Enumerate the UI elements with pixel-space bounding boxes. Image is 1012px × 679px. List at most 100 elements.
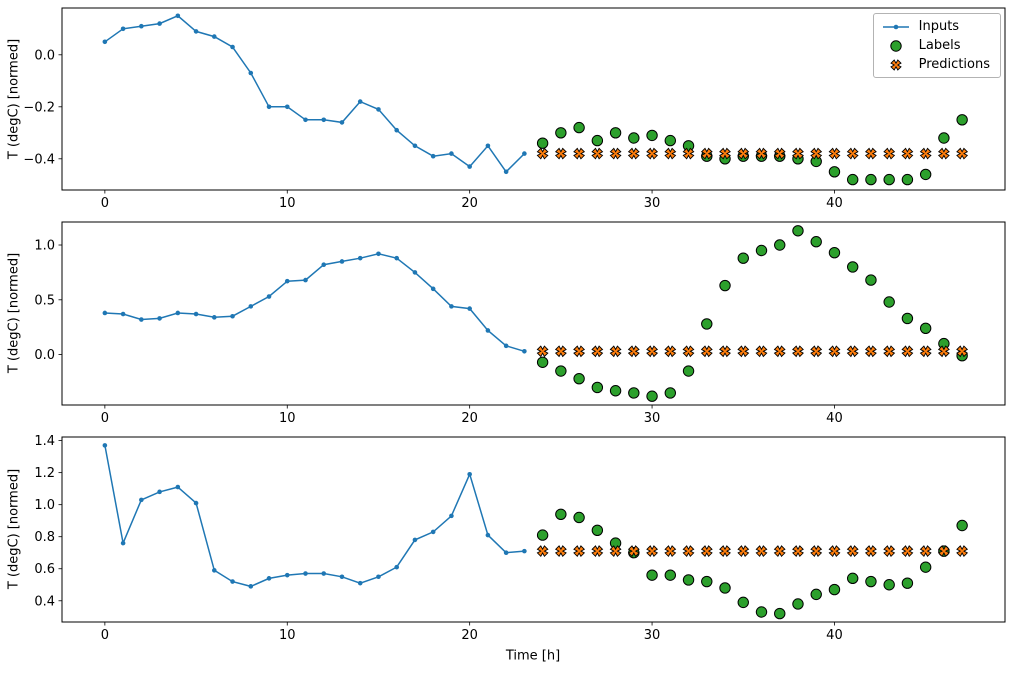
- prediction-marker: [646, 345, 659, 358]
- x-tick-label: 30: [644, 411, 661, 426]
- label-marker: [956, 519, 968, 532]
- inputs-point: [357, 580, 363, 586]
- label-marker: [919, 322, 932, 334]
- inputs-point: [339, 259, 345, 264]
- label-marker: [883, 296, 895, 308]
- label-marker: [701, 318, 713, 330]
- inputs-point: [357, 255, 363, 261]
- label-marker: [664, 134, 676, 147]
- label-marker: [591, 134, 604, 147]
- inputs-point: [139, 317, 144, 322]
- prediction-marker: [755, 147, 768, 160]
- subplot-1-frame: [61, 7, 1006, 191]
- subplot-3-predictions-series: [536, 545, 969, 558]
- x-tick-label: 20: [461, 628, 478, 643]
- subplot-2: 0 10 20 30 40 0.0 0.5 1.0: [34, 221, 1006, 426]
- prediction-marker: [719, 345, 731, 358]
- label-marker: [846, 173, 859, 186]
- subplot-2-labels-series: [536, 225, 968, 402]
- label-marker: [883, 579, 895, 591]
- y-tick-label: −0.2: [23, 100, 55, 115]
- label-marker: [628, 132, 640, 144]
- prediction-marker: [883, 345, 896, 358]
- prediction-marker: [846, 345, 859, 358]
- inputs-point: [248, 584, 254, 589]
- inputs-point: [485, 328, 491, 333]
- inputs-line: [104, 14, 525, 173]
- label-marker: [591, 524, 604, 537]
- inputs-point: [175, 13, 181, 19]
- prediction-marker: [554, 545, 567, 558]
- prediction-marker: [609, 345, 622, 358]
- inputs-point: [212, 315, 217, 320]
- label-marker: [956, 114, 968, 126]
- label-marker: [682, 140, 695, 152]
- prediction-marker: [773, 545, 786, 558]
- prediction-marker: [573, 147, 586, 160]
- y-tick-label: 1.4: [34, 434, 55, 449]
- legend-item-inputs: Inputs: [881, 19, 990, 34]
- subplot-3-frame: [61, 436, 1006, 623]
- prediction-marker: [700, 345, 713, 358]
- inputs-point: [120, 311, 126, 317]
- prediction-marker: [737, 345, 750, 358]
- y-tick-label: 1.0: [34, 239, 55, 254]
- prediction-marker: [792, 345, 804, 358]
- label-marker: [846, 261, 859, 273]
- y-axis-label-subplot-1: T (degC) [normed]: [6, 38, 22, 160]
- inputs-point: [321, 262, 327, 268]
- label-marker: [573, 511, 585, 524]
- prediction-marker: [536, 545, 549, 558]
- prediction-marker: [810, 345, 823, 358]
- labels-circle-icon: [889, 39, 902, 52]
- label-marker: [591, 381, 604, 394]
- prediction-marker: [591, 545, 604, 558]
- prediction-marker: [846, 147, 859, 160]
- subplot-2-predictions-series: [536, 345, 969, 358]
- legend-label-labels: Labels: [918, 38, 961, 53]
- y-tick-label: 0.0: [34, 348, 55, 363]
- prediction-marker: [700, 147, 713, 160]
- inputs-point: [339, 574, 345, 580]
- prediction-marker: [919, 545, 932, 558]
- inputs-point: [102, 310, 108, 316]
- inputs-point: [284, 278, 290, 284]
- x-tick-label: 10: [279, 411, 296, 426]
- prediction-marker: [554, 147, 567, 160]
- legend: Inputs Labels Predictions: [872, 13, 1001, 78]
- inputs-point: [339, 120, 345, 125]
- label-marker: [828, 583, 841, 596]
- prediction-marker: [883, 545, 896, 558]
- prediction-marker: [591, 147, 604, 160]
- label-marker: [536, 529, 549, 541]
- label-marker: [609, 537, 622, 549]
- inputs-point: [467, 306, 472, 311]
- inputs-point: [412, 270, 418, 275]
- inputs-point: [303, 277, 308, 283]
- predictions-x-icon: [889, 58, 902, 71]
- prediction-marker: [573, 545, 586, 558]
- inputs-point: [321, 571, 327, 576]
- inputs-point: [376, 107, 381, 112]
- inputs-point: [102, 39, 108, 45]
- subplot-3-labels-series: [536, 508, 968, 620]
- inputs-point: [394, 255, 400, 261]
- label-marker: [919, 168, 932, 181]
- prediction-marker: [573, 345, 586, 358]
- label-marker: [682, 365, 695, 377]
- prediction-marker: [901, 545, 914, 558]
- prediction-marker: [627, 545, 640, 558]
- prediction-marker: [536, 147, 549, 160]
- prediction-marker: [810, 545, 823, 558]
- prediction-marker: [627, 147, 640, 160]
- label-marker: [609, 127, 622, 139]
- prediction-marker: [737, 147, 750, 160]
- prediction-marker: [609, 147, 622, 160]
- inputs-point: [357, 99, 363, 104]
- inputs-point: [120, 26, 126, 32]
- label-marker: [646, 390, 658, 402]
- prediction-marker: [755, 545, 768, 558]
- prediction-marker: [828, 345, 841, 358]
- label-marker: [901, 173, 914, 186]
- prediction-marker: [719, 545, 731, 558]
